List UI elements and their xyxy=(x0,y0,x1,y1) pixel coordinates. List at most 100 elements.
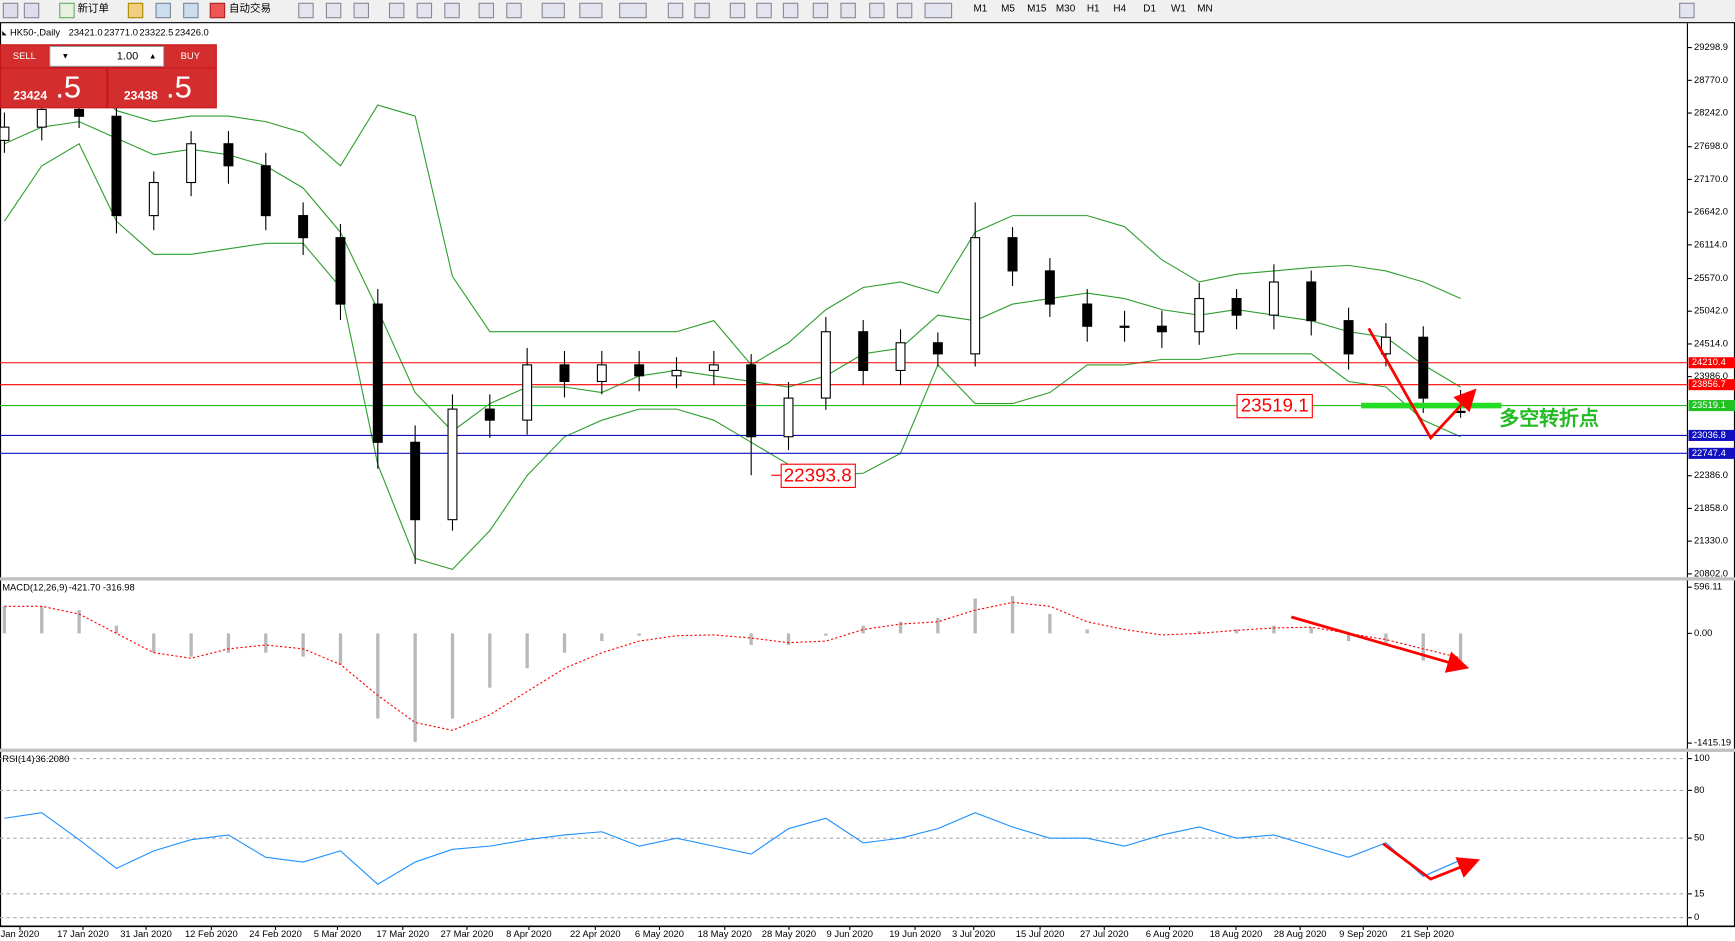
y-tick-label: 28770.0 xyxy=(1694,74,1728,85)
candle-body xyxy=(671,369,682,377)
candle-body xyxy=(783,397,794,438)
y-tick-label: 27698.0 xyxy=(1694,140,1728,151)
y-tick-label: 0 xyxy=(1694,911,1699,922)
level-label: 22747.4 xyxy=(1692,447,1726,458)
icon[interactable] xyxy=(2,2,19,19)
candle-body xyxy=(111,115,122,217)
ask-box[interactable] xyxy=(108,68,216,108)
lot-down[interactable]: ▼ xyxy=(61,51,69,60)
time-label: 22 Apr 2020 xyxy=(570,928,621,939)
time-label: 21 Sep 2020 xyxy=(1401,928,1454,939)
icon[interactable] xyxy=(155,2,171,19)
icon[interactable] xyxy=(416,2,433,19)
time-label: 27 Mar 2020 xyxy=(441,928,494,939)
ask-main[interactable]: 23438 xyxy=(124,88,158,102)
tool-icons xyxy=(298,2,1695,19)
auto-trading-icon[interactable] xyxy=(209,2,226,19)
annotation-box xyxy=(780,463,856,488)
icon[interactable] xyxy=(541,2,565,19)
timeframe[interactable]: M1 xyxy=(973,3,987,14)
icon[interactable] xyxy=(325,2,342,19)
timeframe[interactable]: M5 xyxy=(1001,3,1015,14)
time-label: 8 Apr 2020 xyxy=(506,928,551,939)
y-tick-label: 596.11 xyxy=(1694,581,1722,592)
level-label: 23856.7 xyxy=(1692,378,1726,389)
timeframe[interactable]: M15 xyxy=(1027,3,1047,14)
sell-label[interactable]: SELL xyxy=(13,50,36,61)
level-label: 24210.4 xyxy=(1692,356,1726,367)
timeframe[interactable]: D1 xyxy=(1143,3,1156,14)
buy-label[interactable]: BUY xyxy=(181,50,201,61)
time-label: 31 Jan 2020 xyxy=(120,928,172,939)
time-label: 9 Jun 2020 xyxy=(827,928,874,939)
timeframe[interactable]: MN xyxy=(1197,3,1212,14)
candle-body xyxy=(746,364,757,438)
auto-trading[interactable]: 自动交易 xyxy=(229,2,271,15)
lot-size[interactable]: 1.00 xyxy=(117,50,139,62)
y-tick-label: 80 xyxy=(1694,784,1704,795)
y-tick-label: 25042.0 xyxy=(1694,305,1728,316)
icon[interactable] xyxy=(924,2,953,19)
icon[interactable] xyxy=(506,2,522,19)
timeframe[interactable]: W1 xyxy=(1171,3,1186,14)
candle-body xyxy=(858,331,869,372)
lot-up[interactable]: ▲ xyxy=(149,51,157,60)
candle-body xyxy=(1007,237,1018,272)
symbol-title: HK50-,Daily xyxy=(10,27,60,38)
icon[interactable] xyxy=(579,2,603,19)
panel-title: MACD(12,26,9) xyxy=(2,582,67,593)
candle-body xyxy=(970,237,981,355)
panel-value: -421.70 xyxy=(69,582,101,593)
ask-tail[interactable]: .5 xyxy=(166,70,192,105)
icon[interactable] xyxy=(896,2,913,19)
icon[interactable] xyxy=(298,2,314,19)
bid-tail[interactable]: .5 xyxy=(55,70,81,105)
header-value: 23426.0 xyxy=(175,27,209,38)
timeframe[interactable]: H4 xyxy=(1113,3,1126,14)
icon[interactable] xyxy=(869,2,885,19)
bid-box[interactable] xyxy=(1,68,107,108)
time-label: 17 Jan 2020 xyxy=(57,928,109,939)
sell-button[interactable] xyxy=(1,45,49,68)
timeframe[interactable]: H1 xyxy=(1087,3,1100,14)
icon[interactable] xyxy=(694,2,710,19)
icon[interactable] xyxy=(353,2,370,19)
y-tick-label: 21858.0 xyxy=(1694,502,1728,513)
new-order-icon[interactable] xyxy=(59,2,75,19)
icon[interactable] xyxy=(183,2,199,19)
time-label: 6 Aug 2020 xyxy=(1146,928,1194,939)
bollinger-middle xyxy=(4,121,1461,432)
icon[interactable] xyxy=(782,2,799,19)
icon[interactable] xyxy=(388,2,405,19)
icon[interactable] xyxy=(1679,2,1695,19)
annotation-box xyxy=(1236,393,1313,419)
y-tick-label: 29298.9 xyxy=(1694,41,1728,52)
candle-body xyxy=(932,342,943,355)
y-tick-label: 50 xyxy=(1694,832,1704,843)
icon[interactable] xyxy=(667,2,684,19)
icon[interactable] xyxy=(478,2,495,19)
new-order[interactable]: 新订单 xyxy=(77,2,109,15)
header-value: 23322.5 xyxy=(139,27,173,38)
icon[interactable] xyxy=(840,2,856,19)
candle-body xyxy=(820,331,831,399)
level-label: 23519.1 xyxy=(1692,399,1726,410)
bid-main[interactable]: 23424 xyxy=(13,88,47,102)
icon[interactable] xyxy=(127,2,144,19)
y-tick-label: 27170.0 xyxy=(1694,173,1728,184)
lot-box[interactable] xyxy=(49,45,165,67)
icon[interactable] xyxy=(812,2,829,19)
panel-title: RSI(14) xyxy=(2,753,34,764)
buy-button[interactable] xyxy=(164,45,216,68)
icon[interactable] xyxy=(729,2,746,19)
candle-body xyxy=(410,441,421,521)
icon[interactable] xyxy=(23,2,40,19)
icon[interactable] xyxy=(756,2,772,19)
timeframe[interactable]: M30 xyxy=(1056,3,1076,14)
signal-line xyxy=(4,601,1461,731)
icon[interactable] xyxy=(444,2,460,19)
time-label: 18 May 2020 xyxy=(698,928,752,939)
trend-arrow xyxy=(1367,327,1477,441)
icon[interactable] xyxy=(619,2,647,19)
candle-body xyxy=(74,108,85,117)
